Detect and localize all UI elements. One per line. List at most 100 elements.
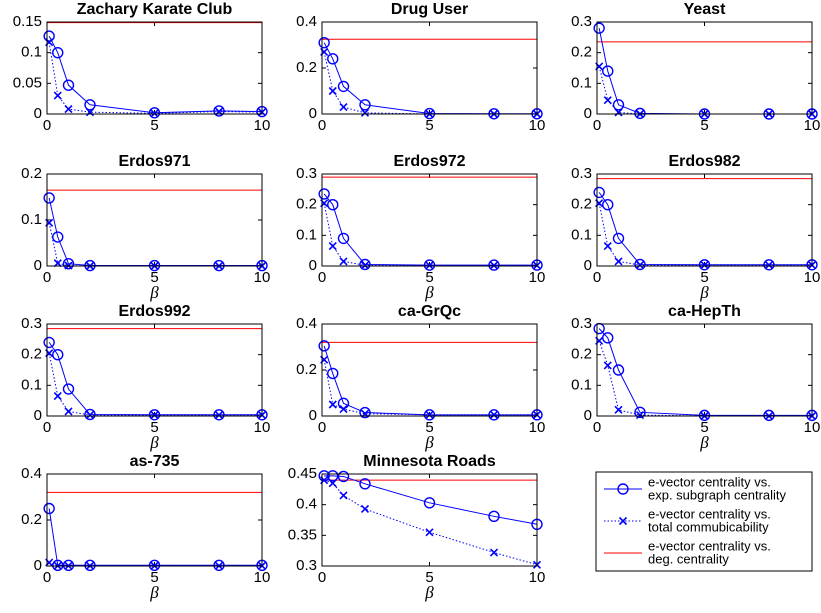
y-tick-label: 0.05 xyxy=(13,74,42,91)
legend-label: total commubicability xyxy=(648,519,769,534)
y-tick-label: 0.4 xyxy=(296,496,317,513)
subplot-title: ca-HepTh xyxy=(668,303,741,320)
x-tick-label: 10 xyxy=(254,269,271,286)
cross-marker xyxy=(64,105,73,114)
circle-marker xyxy=(634,258,646,271)
circle-marker xyxy=(698,409,711,422)
y-tick-label: 0.1 xyxy=(296,226,317,243)
circle-marker xyxy=(318,188,330,200)
x-tick-label: 10 xyxy=(254,117,271,134)
x-axis-label: β xyxy=(424,433,434,452)
cross-marker xyxy=(53,392,62,401)
y-tick-label: 0.3 xyxy=(296,557,317,574)
subplot-title: Erdos982 xyxy=(668,153,740,170)
cross-marker xyxy=(214,411,224,420)
cross-marker xyxy=(618,516,628,526)
series-line xyxy=(598,66,812,115)
cross-marker xyxy=(489,261,499,270)
circle-marker xyxy=(359,99,371,111)
y-tick-label: 0 xyxy=(309,257,317,274)
x-tick-label: 10 xyxy=(529,117,546,134)
cross-marker xyxy=(489,548,499,557)
cross-marker xyxy=(85,411,95,420)
series-line xyxy=(48,353,262,416)
circle-marker xyxy=(327,367,339,380)
y-tick-label: 0 xyxy=(584,407,592,424)
x-tick-label: 5 xyxy=(700,419,708,436)
y-tick-label: 0.2 xyxy=(296,59,317,76)
y-tick-label: 0.3 xyxy=(21,315,42,332)
y-tick-label: 0.2 xyxy=(571,346,592,363)
y-tick-label: 0 xyxy=(34,407,42,424)
x-tick-label: 10 xyxy=(529,569,546,586)
circle-marker xyxy=(327,470,339,482)
circle-marker xyxy=(617,483,629,495)
circle-marker xyxy=(359,258,371,271)
series-line xyxy=(598,328,812,416)
series-line xyxy=(323,42,537,115)
axes-box xyxy=(596,173,813,267)
subplot-title: Erdos972 xyxy=(393,153,465,170)
x-tick-label: 10 xyxy=(254,569,271,586)
subplot-title: as-735 xyxy=(130,453,180,470)
y-tick-label: 0.1 xyxy=(21,211,42,228)
y-tick-label: 0.3 xyxy=(571,315,592,332)
y-tick-label: 0.2 xyxy=(21,346,42,363)
x-tick-label: 0 xyxy=(318,569,326,586)
x-tick-label: 0 xyxy=(318,419,326,436)
circle-marker xyxy=(52,348,64,361)
y-tick-label: 0.3 xyxy=(296,165,317,182)
subplot-title: Yeast xyxy=(684,1,726,18)
cross-marker xyxy=(603,361,612,370)
series-line xyxy=(48,35,263,114)
x-tick-label: 0 xyxy=(43,269,51,286)
y-tick-label: 0.4 xyxy=(21,465,42,482)
axes-box xyxy=(321,323,538,417)
subplot-title: Zachary Karate Club xyxy=(77,1,233,18)
x-tick-label: 10 xyxy=(804,269,821,286)
x-tick-label: 0 xyxy=(593,419,601,436)
y-tick-label: 0.2 xyxy=(571,196,592,213)
circle-marker xyxy=(318,340,330,352)
x-tick-label: 10 xyxy=(804,419,821,436)
cross-marker xyxy=(700,261,709,270)
circle-marker xyxy=(43,502,55,515)
axes-box xyxy=(596,21,813,115)
x-tick-label: 0 xyxy=(318,117,326,134)
cross-marker xyxy=(360,261,370,270)
x-tick-label: 0 xyxy=(593,269,601,286)
y-tick-label: 0.2 xyxy=(21,511,42,528)
cross-marker xyxy=(489,410,499,419)
x-axis-label: β xyxy=(699,283,709,302)
x-tick-label: 0 xyxy=(593,117,601,134)
x-tick-label: 5 xyxy=(425,117,433,134)
cross-marker xyxy=(339,405,348,414)
x-tick-label: 10 xyxy=(529,269,546,286)
circle-marker xyxy=(84,408,96,421)
series-line xyxy=(48,508,262,566)
series-line xyxy=(48,222,262,267)
series-line xyxy=(324,475,538,525)
axes-box xyxy=(321,21,538,115)
series-line xyxy=(323,359,537,416)
circle-marker xyxy=(488,510,500,523)
cross-marker xyxy=(339,103,348,112)
cross-marker xyxy=(53,91,62,100)
x-tick-label: 5 xyxy=(425,269,433,286)
cross-marker xyxy=(425,410,434,419)
series-line xyxy=(323,345,537,416)
x-tick-label: 5 xyxy=(150,569,158,586)
circle-marker xyxy=(62,383,75,395)
cross-marker xyxy=(425,261,434,270)
cross-marker xyxy=(603,242,612,251)
circle-marker xyxy=(612,364,625,376)
y-tick-label: 0.2 xyxy=(296,361,317,378)
y-tick-label: 0.15 xyxy=(13,13,42,30)
circle-marker xyxy=(359,478,371,490)
axes-box xyxy=(46,173,263,267)
cross-marker xyxy=(339,257,348,266)
circle-marker xyxy=(337,232,350,245)
x-tick-label: 5 xyxy=(425,569,433,586)
subplot-title: Drug User xyxy=(391,1,468,18)
y-tick-label: 0.4 xyxy=(296,315,317,332)
